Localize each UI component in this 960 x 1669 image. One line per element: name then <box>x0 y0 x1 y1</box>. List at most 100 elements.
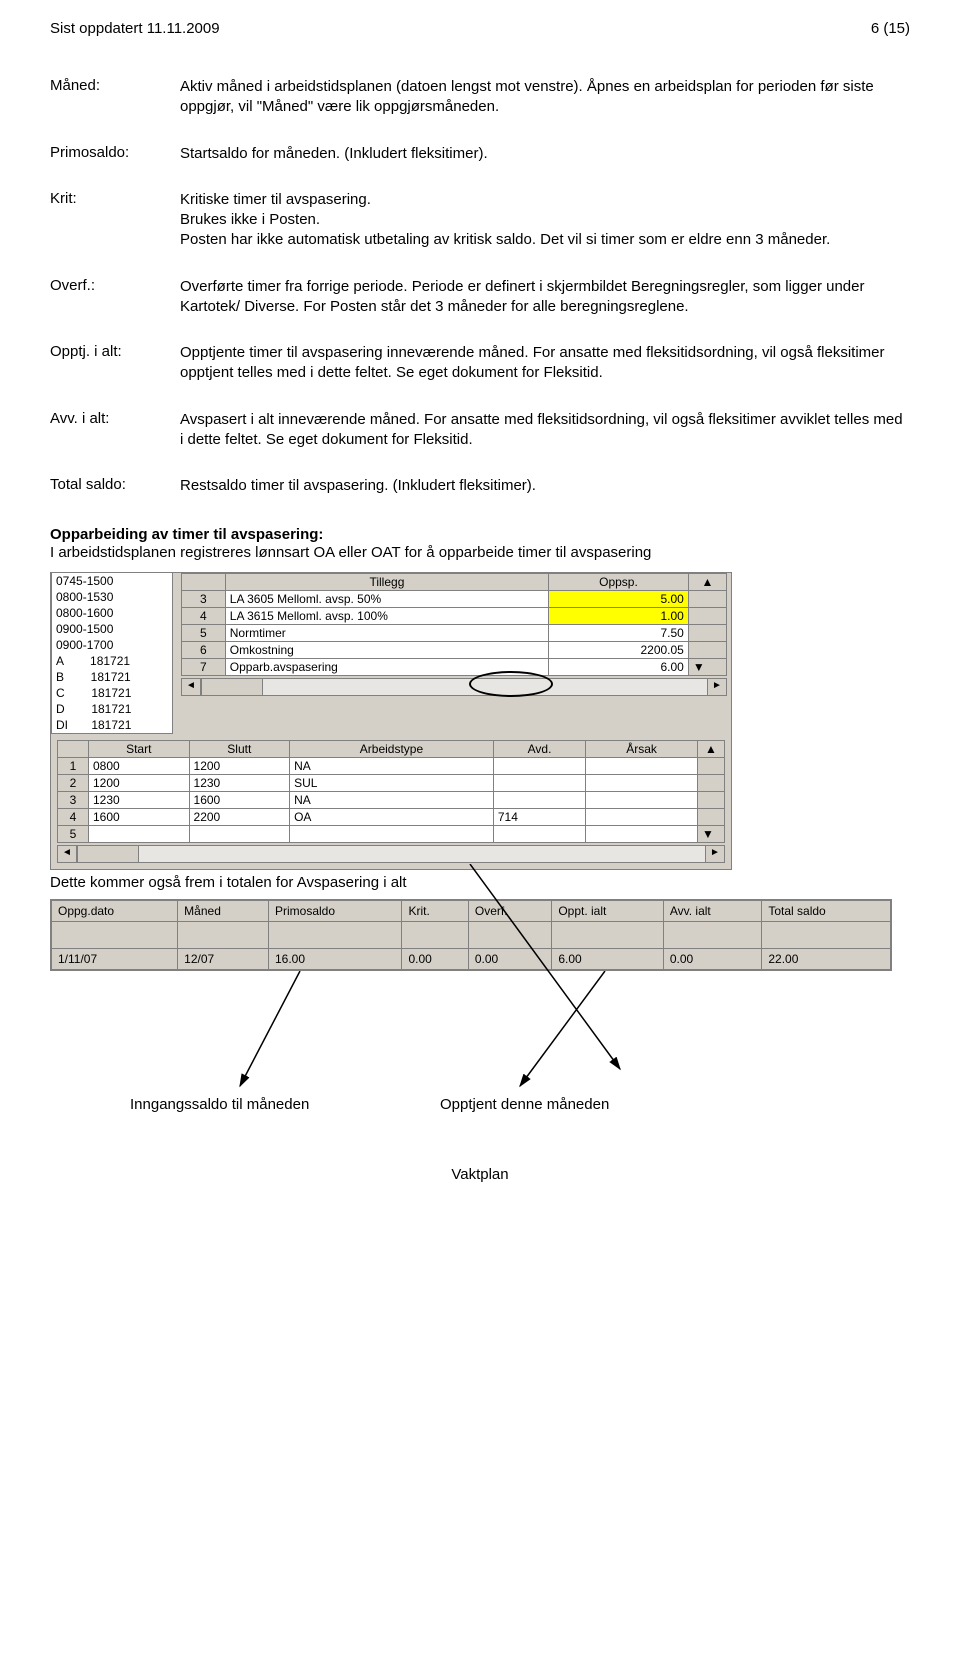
table-row[interactable]: 1 0800 1200 NA <box>58 757 725 774</box>
list-item[interactable]: D 181721 <box>52 701 172 717</box>
cell[interactable] <box>586 774 698 791</box>
def-text: Overførte timer fra forrige periode. Per… <box>180 277 910 318</box>
scroll-track[interactable] <box>139 845 705 863</box>
cell-desc[interactable]: LA 3605 Melloml. avsp. 50% <box>225 590 548 607</box>
table-row[interactable]: 2 1200 1230 SUL <box>58 774 725 791</box>
h-scrollbar[interactable]: ◄ ► <box>57 845 725 863</box>
table-row[interactable]: 4 1600 2200 OA 714 <box>58 808 725 825</box>
cell[interactable] <box>493 774 585 791</box>
cell[interactable]: 1600 <box>189 791 290 808</box>
cell-val[interactable]: 6.00 <box>549 658 689 675</box>
list-item[interactable]: 0800-1530 <box>52 589 172 605</box>
header-updated: Sist oppdatert 11.11.2009 <box>50 20 220 37</box>
cell[interactable]: 0800 <box>89 757 190 774</box>
scroll-up-icon[interactable]: ▲ <box>698 740 725 757</box>
cell[interactable]: 1600 <box>89 808 190 825</box>
cell[interactable]: 1200 <box>89 774 190 791</box>
tillegg-table: Tillegg Oppsp. ▲ 3 LA 3605 Melloml. avsp… <box>181 573 727 676</box>
col-arsak: Årsak <box>586 740 698 757</box>
def-row: Avv. i alt: Avspasert i alt inneværende … <box>50 410 910 451</box>
cell[interactable]: 2200 <box>189 808 290 825</box>
cell-val[interactable]: 5.00 <box>549 590 689 607</box>
def-text: Restsaldo timer til avspasering. (Inklud… <box>180 476 910 496</box>
cell[interactable] <box>493 791 585 808</box>
section-subtext: I arbeidstidsplanen registreres lønnsart… <box>50 543 910 563</box>
list-item[interactable]: A 181721 <box>52 653 172 669</box>
cell[interactable] <box>586 808 698 825</box>
cell[interactable] <box>493 825 585 842</box>
scroll-left-icon[interactable]: ◄ <box>57 845 77 863</box>
list-item[interactable]: 0800-1600 <box>52 605 172 621</box>
list-item[interactable]: 0745-1500 <box>52 573 172 589</box>
scroll-thumb[interactable] <box>77 845 139 863</box>
cell[interactable] <box>89 825 190 842</box>
cell[interactable] <box>290 825 494 842</box>
header-page-number: 6 (15) <box>871 20 910 37</box>
def-text: Kritiske timer til avspasering. Brukes i… <box>180 190 910 251</box>
scroll-up-icon[interactable]: ▲ <box>688 573 726 590</box>
cell-val[interactable]: 7.50 <box>549 624 689 641</box>
cell[interactable] <box>189 825 290 842</box>
list-item[interactable]: 0900-1700 <box>52 637 172 653</box>
def-text: Startsaldo for måneden. (Inkludert fleks… <box>180 144 910 164</box>
scroll-right-icon[interactable]: ► <box>705 845 725 863</box>
cell[interactable]: NA <box>290 791 494 808</box>
cell[interactable]: SUL <box>290 774 494 791</box>
def-label: Krit: <box>50 190 180 251</box>
scroll-track[interactable] <box>263 678 707 696</box>
cell-desc[interactable]: Omkostning <box>225 641 548 658</box>
arrow-label-left: Inngangssaldo til måneden <box>130 1096 309 1113</box>
cell[interactable]: OA <box>290 808 494 825</box>
scroll-down-icon[interactable]: ▼ <box>698 825 725 842</box>
row-num: 3 <box>182 590 226 607</box>
table-row[interactable]: 7 Opparb.avspasering 6.00 ▼ <box>182 658 727 675</box>
list-item[interactable]: C 181721 <box>52 685 172 701</box>
cell[interactable] <box>493 757 585 774</box>
list-item[interactable]: B 181721 <box>52 669 172 685</box>
table-row[interactable]: 5 Normtimer 7.50 <box>182 624 727 641</box>
def-row: Opptj. i alt: Opptjente timer til avspas… <box>50 343 910 384</box>
list-item[interactable]: DI 181721 <box>52 717 172 733</box>
cell[interactable]: 714 <box>493 808 585 825</box>
cell-desc[interactable]: Opparb.avspasering <box>225 658 548 675</box>
cell-desc[interactable]: Normtimer <box>225 624 548 641</box>
annotation-arrows: Inngangssaldo til måneden Opptjent denne… <box>50 971 890 1151</box>
def-label: Primosaldo: <box>50 144 180 164</box>
def-text: Opptjente timer til avspasering innevære… <box>180 343 910 384</box>
scroll-left-icon[interactable]: ◄ <box>181 678 201 696</box>
cell[interactable] <box>586 791 698 808</box>
page-footer: Vaktplan <box>50 1166 910 1183</box>
row-num: 4 <box>58 808 89 825</box>
col-blank <box>182 573 226 590</box>
table-row[interactable]: 6 Omkostning 2200.05 <box>182 641 727 658</box>
table-row[interactable]: 5 ▼ <box>58 825 725 842</box>
table-row[interactable]: 3 LA 3605 Melloml. avsp. 50% 5.00 <box>182 590 727 607</box>
cell[interactable]: NA <box>290 757 494 774</box>
list-item[interactable]: 0900-1500 <box>52 621 172 637</box>
table-row[interactable]: 4 LA 3615 Melloml. avsp. 100% 1.00 <box>182 607 727 624</box>
scroll-down-icon[interactable]: ▼ <box>688 658 726 675</box>
row-num: 3 <box>58 791 89 808</box>
page-header: Sist oppdatert 11.11.2009 6 (15) <box>50 20 910 37</box>
cell-desc[interactable]: LA 3615 Melloml. avsp. 100% <box>225 607 548 624</box>
scroll-thumb[interactable] <box>201 678 263 696</box>
cell[interactable] <box>586 757 698 774</box>
def-text: Aktiv måned i arbeidstidsplanen (datoen … <box>180 77 910 118</box>
table-row[interactable]: 3 1230 1600 NA <box>58 791 725 808</box>
cell[interactable]: 1230 <box>89 791 190 808</box>
arbeidstid-table: Start Slutt Arbeidstype Avd. Årsak ▲ 1 0… <box>57 740 725 843</box>
cell-val[interactable]: 1.00 <box>549 607 689 624</box>
cell-val[interactable]: 2200.05 <box>549 641 689 658</box>
cell[interactable]: 1230 <box>189 774 290 791</box>
row-num: 2 <box>58 774 89 791</box>
def-label: Avv. i alt: <box>50 410 180 451</box>
row-num: 5 <box>58 825 89 842</box>
def-row: Overf.: Overførte timer fra forrige peri… <box>50 277 910 318</box>
shift-code-list[interactable]: 0745-1500 0800-1530 0800-1600 0900-1500 … <box>51 573 173 734</box>
scroll-right-icon[interactable]: ► <box>707 678 727 696</box>
cell[interactable]: 1200 <box>189 757 290 774</box>
cell[interactable] <box>586 825 698 842</box>
def-label: Overf.: <box>50 277 180 318</box>
screenshot-arbeidsplan: 0745-1500 0800-1530 0800-1600 0900-1500 … <box>50 572 732 870</box>
h-scrollbar[interactable]: ◄ ► <box>181 678 727 696</box>
